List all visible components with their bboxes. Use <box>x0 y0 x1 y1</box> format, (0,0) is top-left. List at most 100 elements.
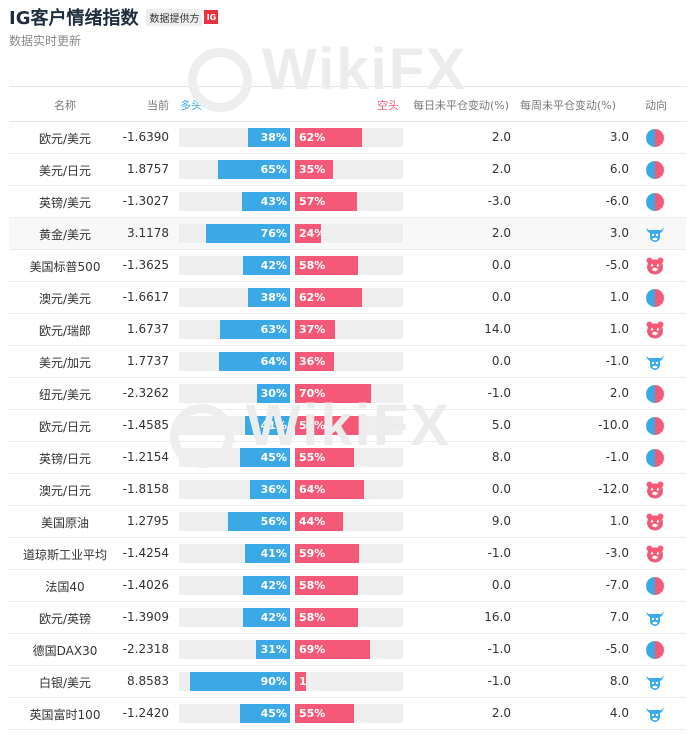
neutral-icon <box>645 576 665 596</box>
short-bar: 55% <box>295 448 355 467</box>
instrument-name[interactable]: 白银/美元 <box>38 676 92 690</box>
table-row[interactable]: 欧元/日元 -1.4585 41% 59% 5.0 -10.0 <box>9 410 686 442</box>
long-bar: 45% <box>240 704 290 723</box>
daily-change: 9.0 <box>491 514 511 528</box>
instrument-name[interactable]: 法国40 <box>45 580 85 594</box>
long-bar-track: 41% <box>179 416 290 435</box>
table-row[interactable]: 欧元/瑞郎 1.6737 63% 37% 14.0 1.0 <box>9 314 686 346</box>
short-bar: 37% <box>295 320 335 339</box>
short-bar: 58% <box>295 256 358 275</box>
short-bar: 69% <box>295 640 370 659</box>
page-header: IG客户情绪指数 数据提供方 IG <box>9 4 219 30</box>
weekly-change: 2.0 <box>609 386 629 400</box>
neutral-icon <box>645 160 665 180</box>
table-row[interactable]: 德国DAX30 -2.2318 31% 69% -1.0 -5.0 <box>9 634 686 666</box>
long-bar: 90% <box>190 672 290 691</box>
instrument-name[interactable]: 欧元/美元 <box>38 132 92 146</box>
short-bar-track: 24% <box>295 224 403 243</box>
table-row[interactable]: 道琼斯工业平均 -1.4254 41% 59% -1.0 -3.0 <box>9 538 686 570</box>
weekly-change: 1.0 <box>609 290 629 304</box>
daily-change: 5.0 <box>491 418 511 432</box>
daily-change: -1.0 <box>487 546 511 560</box>
long-bar-track: 43% <box>179 192 290 211</box>
col-weekly: 每周未平仓变动(%) <box>520 99 617 112</box>
long-bar-track: 38% <box>179 128 290 147</box>
short-bar: 24% <box>295 224 321 243</box>
long-bar: 38% <box>247 288 290 307</box>
instrument-name[interactable]: 澳元/美元 <box>38 292 92 306</box>
bear-icon <box>645 320 665 340</box>
weekly-change: -5.0 <box>605 642 629 656</box>
table-row[interactable]: 澳元/日元 -1.8158 36% 64% 0.0 -12.0 <box>9 474 686 506</box>
page-subtitle: 数据实时更新 <box>9 34 82 48</box>
weekly-change: -7.0 <box>605 578 629 592</box>
daily-change: 0.0 <box>491 354 511 368</box>
bull-icon <box>645 224 665 244</box>
bull-icon <box>645 352 665 372</box>
long-bar: 41% <box>244 416 290 435</box>
instrument-name[interactable]: 黄金/美元 <box>38 228 92 242</box>
instrument-name[interactable]: 道琼斯工业平均 <box>22 548 107 562</box>
table-row[interactable]: 英镑/美元 -1.3027 43% 57% -3.0 -6.0 <box>9 186 686 218</box>
col-daily: 每日未平仓变动(%) <box>413 99 510 112</box>
daily-change: 0.0 <box>491 290 511 304</box>
table-row[interactable]: 欧元/英镑 -1.3909 42% 58% 16.0 7.0 <box>9 602 686 634</box>
instrument-name[interactable]: 纽元/美元 <box>38 388 92 402</box>
short-bar: 59% <box>295 544 359 563</box>
instrument-name[interactable]: 美元/加元 <box>38 356 92 370</box>
long-bar-track: 30% <box>179 384 290 403</box>
neutral-icon <box>645 192 665 212</box>
instrument-name[interactable]: 英镑/日元 <box>38 452 92 466</box>
long-bar-track: 76% <box>179 224 290 243</box>
instrument-name[interactable]: 英国富时100 <box>29 708 101 722</box>
instrument-name[interactable]: 欧元/日元 <box>38 420 92 434</box>
weekly-change: 1.0 <box>609 514 629 528</box>
table-row[interactable]: 美国原油 1.2795 56% 44% 9.0 1.0 <box>9 506 686 538</box>
instrument-name[interactable]: 澳元/日元 <box>38 484 92 498</box>
weekly-change: -1.0 <box>605 354 629 368</box>
instrument-name[interactable]: 欧元/英镑 <box>38 612 92 626</box>
short-bar-track: 57% <box>295 192 403 211</box>
table-row[interactable]: 法国40 -1.4026 42% 58% 0.0 -7.0 <box>9 570 686 602</box>
table-row[interactable]: 黄金/美元 3.1178 76% 24% 2.0 3.0 <box>9 218 686 250</box>
current-value: 8.8583 <box>127 674 169 688</box>
long-bar: 65% <box>217 160 290 179</box>
daily-change: 8.0 <box>491 450 511 464</box>
current-value: -1.3909 <box>122 610 169 624</box>
short-bar-track: 55% <box>295 448 403 467</box>
long-bar: 45% <box>240 448 290 467</box>
long-bar-track: 64% <box>179 352 290 371</box>
col-trend: 动向 <box>645 99 667 112</box>
table-row[interactable]: 英镑/日元 -1.2154 45% 55% 8.0 -1.0 <box>9 442 686 474</box>
daily-change: 0.0 <box>491 482 511 496</box>
col-current: 当前 <box>147 99 169 112</box>
weekly-change: 7.0 <box>609 610 629 624</box>
short-bar: 44% <box>295 512 343 531</box>
daily-change: -1.0 <box>487 674 511 688</box>
instrument-name[interactable]: 英镑/美元 <box>38 196 92 210</box>
short-bar-track: 59% <box>295 416 403 435</box>
table-row[interactable]: 纽元/美元 -2.3262 30% 70% -1.0 2.0 <box>9 378 686 410</box>
neutral-icon <box>645 640 665 660</box>
long-bar: 64% <box>218 352 290 371</box>
instrument-name[interactable]: 美国原油 <box>40 516 89 530</box>
table-row[interactable]: 美元/加元 1.7737 64% 36% 0.0 -1.0 <box>9 346 686 378</box>
instrument-name[interactable]: 德国DAX30 <box>32 644 98 658</box>
bull-icon <box>645 672 665 692</box>
short-bar-track: 36% <box>295 352 403 371</box>
long-bar-track: 42% <box>179 608 290 627</box>
table-row[interactable]: 美元/日元 1.8757 65% 35% 2.0 6.0 <box>9 154 686 186</box>
instrument-name[interactable]: 美元/日元 <box>38 164 92 178</box>
table-row[interactable]: 白银/美元 8.8583 90% 1 -1.0 8.0 <box>9 666 686 698</box>
table-row[interactable]: 英国富时100 -1.2420 45% 55% 2.0 4.0 <box>9 698 686 730</box>
weekly-change: 4.0 <box>609 706 629 720</box>
neutral-icon <box>645 384 665 404</box>
daily-change: -3.0 <box>487 194 511 208</box>
instrument-name[interactable]: 美国标普500 <box>29 260 101 274</box>
table-row[interactable]: 欧元/美元 -1.6390 38% 62% 2.0 3.0 <box>9 122 686 154</box>
table-row[interactable]: 澳元/美元 -1.6617 38% 62% 0.0 1.0 <box>9 282 686 314</box>
table-row[interactable]: 美国标普500 -1.3625 42% 58% 0.0 -5.0 <box>9 250 686 282</box>
long-bar: 56% <box>227 512 290 531</box>
long-bar: 63% <box>220 320 290 339</box>
instrument-name[interactable]: 欧元/瑞郎 <box>38 324 92 338</box>
